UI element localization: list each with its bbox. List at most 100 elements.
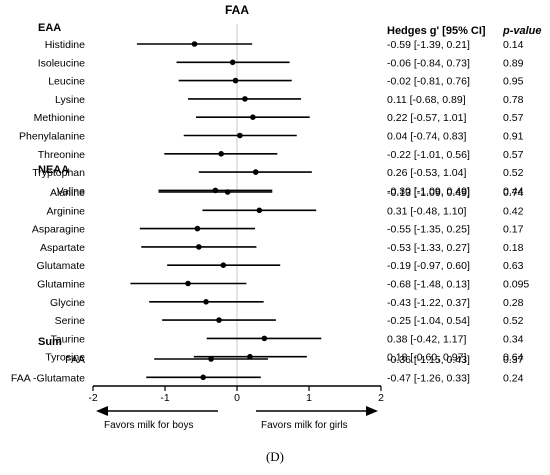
point-estimate bbox=[191, 41, 198, 47]
p-value: 0.095 bbox=[503, 279, 529, 291]
p-value: 0.34 bbox=[503, 333, 524, 345]
p-value: 0.91 bbox=[503, 131, 524, 143]
point-estimate bbox=[200, 374, 206, 381]
row-label: Alanine bbox=[50, 187, 85, 199]
effect-value: 0.04 [-0.74, 0.83] bbox=[387, 131, 466, 143]
effect-value: 0.26 [-0.53, 1.04] bbox=[387, 167, 466, 179]
p-value: 0.64 bbox=[503, 352, 524, 364]
point-estimate bbox=[256, 207, 263, 214]
row-label: Leucine bbox=[48, 76, 85, 88]
effect-value: -0.59 [-1.39, 0.21] bbox=[387, 39, 470, 51]
p-value: 0.52 bbox=[503, 167, 524, 179]
row-label: FAA -Glutamate bbox=[11, 372, 85, 384]
row-label: Isoleucine bbox=[38, 57, 85, 69]
favors-girls-label: Favors milk for girls bbox=[261, 420, 348, 431]
point-estimate bbox=[237, 132, 243, 139]
point-estimate bbox=[185, 280, 191, 287]
point-estimate bbox=[247, 353, 253, 360]
favors-boys-label: Favors milk for boys bbox=[104, 420, 193, 431]
p-value: 0.28 bbox=[503, 297, 524, 309]
effect-value: -0.36 [-1.15, 0.43] bbox=[387, 354, 470, 366]
p-value: 0.95 bbox=[503, 76, 524, 88]
effect-value: 0.31 [-0.48, 1.10] bbox=[387, 205, 466, 217]
effect-value: -0.47 [-1.26, 0.33] bbox=[387, 372, 470, 384]
p-value: 0.37 bbox=[503, 354, 524, 366]
x-tick-label: 2 bbox=[378, 392, 384, 404]
row-label: Taurine bbox=[51, 333, 86, 345]
p-value: 0.78 bbox=[503, 94, 524, 106]
row-label: FAA bbox=[65, 354, 85, 366]
effect-value: -0.30 [-1.09, 0.49] bbox=[387, 185, 470, 197]
point-estimate bbox=[252, 169, 259, 175]
x-axis: -2 -1 0 1 2 bbox=[88, 386, 384, 404]
p-value: 0.42 bbox=[503, 205, 524, 217]
p-value: 0.57 bbox=[503, 149, 524, 161]
chart-title: FAA bbox=[225, 3, 249, 17]
p-value: 0.14 bbox=[503, 39, 524, 51]
p-value: 0.63 bbox=[503, 260, 524, 272]
effect-value: -0.25 [-1.04, 0.54] bbox=[387, 315, 470, 327]
p-value: 0.44 bbox=[503, 185, 524, 197]
p-value: 0.17 bbox=[503, 224, 524, 236]
x-tick-label: 1 bbox=[306, 392, 312, 404]
row-label: Valine bbox=[57, 185, 86, 197]
row-label: Lysine bbox=[55, 94, 85, 106]
favors-boys-arrow bbox=[96, 406, 218, 416]
group-header-sum: Sum bbox=[38, 336, 62, 348]
x-tick-label: -2 bbox=[88, 392, 97, 404]
effect-value: -0.53 [-1.33, 0.27] bbox=[387, 242, 470, 254]
p-value: 0.24 bbox=[503, 372, 524, 384]
point-estimate bbox=[250, 114, 256, 120]
p-value: 0.89 bbox=[503, 57, 524, 69]
p-value: 0.18 bbox=[503, 242, 524, 254]
point-estimate bbox=[242, 96, 248, 102]
effect-value: -0.22 [-1.01, 0.56] bbox=[387, 149, 470, 161]
effect-value: 0.18 [-0.60, 0.97] bbox=[387, 352, 466, 364]
point-estimate bbox=[216, 317, 222, 323]
effect-value: 0.11 [-0.68, 0.89] bbox=[387, 94, 466, 106]
x-tick-label: -1 bbox=[160, 392, 169, 404]
row-label: Tryptophan bbox=[32, 167, 85, 179]
point-estimate bbox=[232, 77, 239, 84]
p-value: 0.74 bbox=[503, 187, 524, 199]
point-estimate bbox=[229, 59, 236, 66]
favors-girls-arrow bbox=[256, 406, 378, 416]
point-estimate bbox=[224, 189, 231, 195]
group-header-eaa: EAA bbox=[38, 22, 61, 34]
row-label: Aspartate bbox=[40, 242, 85, 254]
p-value: 0.57 bbox=[503, 112, 524, 124]
effect-value: -0.68 [-1.48, 0.13] bbox=[387, 279, 470, 291]
row-label: Threonine bbox=[38, 149, 85, 161]
row-label: Asparagine bbox=[32, 224, 85, 236]
row-label: Methionine bbox=[34, 112, 86, 124]
effect-value: -0.19 [-0.97, 0.60] bbox=[387, 260, 470, 272]
row-label: Glutamine bbox=[37, 279, 85, 291]
point-estimate bbox=[261, 335, 268, 342]
point-estimate bbox=[208, 356, 214, 362]
point-estimate bbox=[218, 151, 224, 157]
effect-value: 0.38 [-0.42, 1.17] bbox=[387, 333, 466, 345]
row-label: Glutamate bbox=[37, 260, 86, 272]
effect-value: -0.13 [-1.09, 0.49] bbox=[387, 187, 470, 199]
x-tick-label: 0 bbox=[234, 392, 240, 404]
point-estimate bbox=[194, 225, 201, 232]
effect-value: -0.06 [-0.84, 0.73] bbox=[387, 57, 470, 69]
point-estimate bbox=[220, 262, 227, 269]
point-estimate bbox=[196, 244, 202, 250]
p-value-column-header: p-value bbox=[502, 25, 542, 37]
row-label: Phenylalanine bbox=[19, 131, 85, 143]
forest-rows: EAA Histidine -0.59 [-1.39, 0.21] 0.14 Isole… bbox=[11, 22, 530, 384]
effect-value: 0.22 [-0.57, 1.01] bbox=[387, 112, 466, 124]
effect-value: -0.02 [-0.81, 0.76] bbox=[387, 76, 470, 88]
effect-value: -0.43 [-1.22, 0.37] bbox=[387, 297, 470, 309]
row-label: Glycine bbox=[50, 297, 85, 309]
row-label: Serine bbox=[55, 315, 86, 327]
effect-value: -0.55 [-1.35, 0.25] bbox=[387, 224, 470, 236]
row-label: Tyrosine bbox=[45, 352, 85, 364]
row-label: Arginine bbox=[46, 205, 85, 217]
group-header-neaa: NEAA bbox=[38, 164, 69, 176]
point-estimate bbox=[203, 299, 209, 305]
p-value: 0.52 bbox=[503, 315, 524, 327]
row-label: Histidine bbox=[45, 39, 85, 51]
